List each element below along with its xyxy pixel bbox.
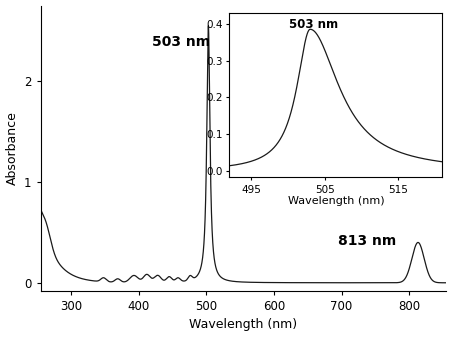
X-axis label: Wavelength (nm): Wavelength (nm) <box>189 318 297 332</box>
Text: 813 nm: 813 nm <box>337 235 396 248</box>
Text: 503 nm: 503 nm <box>152 35 210 49</box>
Y-axis label: Absorbance: Absorbance <box>5 111 18 185</box>
